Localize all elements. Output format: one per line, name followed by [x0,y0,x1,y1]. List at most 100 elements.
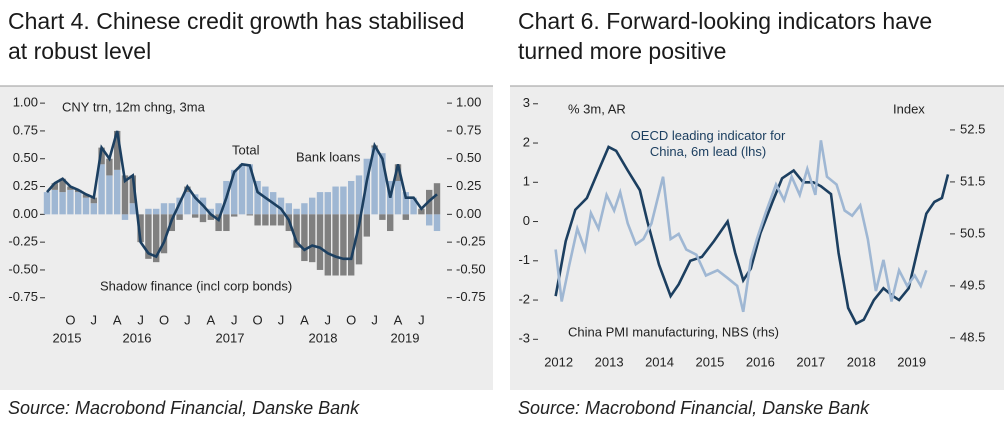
x-tick-label: J [137,312,144,327]
x-tick-label: A [113,312,122,327]
y-tick-label: -1 [518,252,530,267]
y2-tick-label: 0.75 [456,122,481,137]
x-tick-label: J [184,312,191,327]
bar [324,192,331,215]
y2-tick-label: 49.5 [960,277,985,292]
x-tick-label: 2014 [645,354,674,369]
bar [59,178,66,193]
x-tick-label: 2013 [595,354,624,369]
bar [137,214,144,243]
x-tick-label: O [253,312,263,327]
y-tick-label: -3 [518,331,530,346]
bar [114,169,121,215]
bar [238,164,246,215]
bar [184,192,191,215]
y-tick-label: -2 [518,291,530,306]
annotation: CNY trn, 12m chng, 3ma [62,99,206,114]
line [554,140,928,313]
bar [418,208,425,215]
bar [90,203,97,215]
x-tick-label: A [300,312,309,327]
x-tick-label: 2019 [897,354,926,369]
chart-title: Chart 4. Chinese credit growth has stabi… [8,8,465,64]
y-tick-label: 0.75 [13,122,38,137]
y2-tick-label: -0.25 [456,234,486,249]
bar [207,208,214,215]
x-tick-label: A [394,312,403,327]
y-tick-label: 0 [523,213,530,228]
bar [355,214,363,265]
source: Source: Macrobond Financial, Danske Bank [8,398,360,418]
bar [129,175,136,204]
bar [355,175,363,215]
y2-tick-label: 50.5 [960,225,985,240]
year-label: 2016 [123,330,152,345]
bar [433,183,441,215]
bar [114,130,121,170]
bar [121,214,129,220]
year-label: 2017 [216,330,245,345]
series-label: OECD leading indicator for China, 6m lea… [630,128,786,159]
bar [394,164,402,181]
x-tick-label: J [278,312,285,327]
bar [153,208,160,215]
bar [231,214,238,217]
year-label: 2018 [309,330,338,345]
x-tick-label: 2012 [544,354,573,369]
bar [145,214,152,259]
bar [75,192,82,215]
chart-title: Chart 6. Forward-looking indicators have… [518,8,933,64]
bar [387,214,394,232]
series-label: China PMI manufacturing, NBS (rhs) [568,324,779,339]
x-tick-label: O [159,312,169,327]
x-tick-label: O [65,312,75,327]
x-tick-label: 2017 [796,354,825,369]
y-tick-label: 0.50 [13,150,38,165]
bar [316,214,324,270]
y-tick-label: 0.00 [13,206,38,221]
bar [153,214,160,263]
bar [332,214,339,276]
bar [207,214,214,220]
bar [160,203,168,215]
x-tick-label: A [206,312,215,327]
bar [332,186,339,215]
bar [324,214,331,276]
bar [262,186,269,215]
bar [285,203,292,215]
y-tick-label: 1 [523,174,530,189]
y2-tick-label: 0.25 [456,178,481,193]
bar [106,158,113,176]
bar [340,214,347,276]
bar [394,180,402,215]
x-tick-label: 2016 [746,354,775,369]
bar [270,214,277,226]
y2-tick-label: -0.50 [456,261,486,276]
year-label: 2015 [53,330,82,345]
bar [129,203,136,215]
y2-tick-label: 48.5 [960,329,985,344]
y2-tick-label: -0.75 [456,289,486,304]
bar [43,192,51,215]
y-tick-label: 1.00 [13,95,38,110]
bar [67,186,74,190]
y-tick-label: -0.75 [8,289,38,304]
bar [433,214,441,232]
bar [82,197,90,215]
bar [192,194,199,215]
year-label: 2019 [391,330,420,345]
y-tick-label: 3 [523,95,530,110]
bar [348,214,355,276]
y2-tick-label: 0.50 [456,150,481,165]
bar [121,175,129,215]
bar [145,208,152,215]
x-tick-label: O [346,312,356,327]
x-tick-label: J [91,312,98,327]
x-tick-label: 2018 [847,354,876,369]
bar [309,197,316,215]
x-tick-label: 2015 [695,354,724,369]
bar [340,186,347,215]
bar [254,180,261,215]
y-tick-label: -0.25 [8,234,38,249]
